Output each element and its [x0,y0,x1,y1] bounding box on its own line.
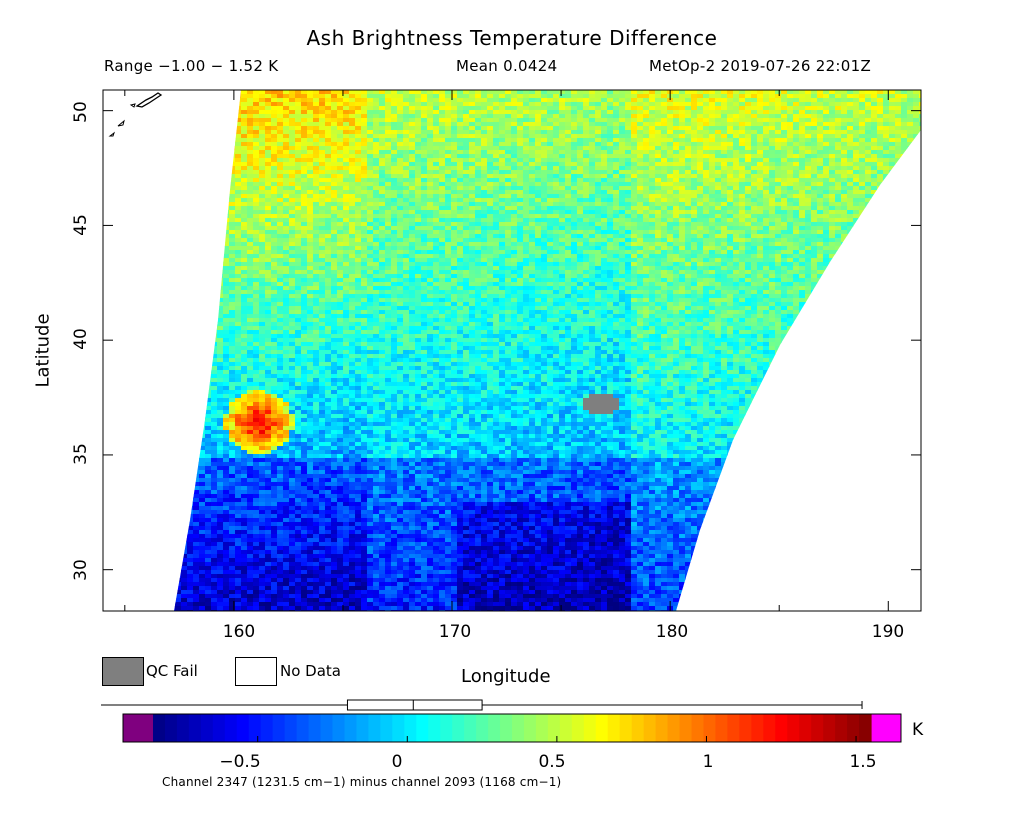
axis-ticks [103,90,921,611]
x-tick-190: 190 [871,622,905,642]
qc-fail-swatch [102,657,144,686]
coastline [108,92,163,137]
x-axis-label: Longitude [461,666,551,687]
colorbar-tick-0.5: 0.5 [538,752,566,772]
plot-frame [102,89,922,612]
no-data-swatch [235,657,277,686]
range-text: Range −1.00 − 1.52 K [104,57,279,75]
satellite-time-text: MetOp-2 2019-07-26 22:01Z [649,57,872,75]
colorbar-tick-0: 0 [391,752,403,772]
colorbar-tick-neg0.5: −0.5 [219,752,261,772]
swath-heatmap [174,90,921,611]
y-tick-45: 45 [70,214,91,236]
y-tick-50: 50 [70,101,91,123]
colorbar [122,713,902,743]
no-data-label: No Data [280,662,341,680]
y-axis-label: Latitude [32,313,54,388]
plot-title: Ash Brightness Temperature Difference [306,26,718,50]
y-tick-40: 40 [70,328,91,350]
qc-fail-label: QC Fail [146,662,198,680]
channel-footnote: Channel 2347 (1231.5 cm−1) minus channel… [162,775,562,789]
x-tick-160: 160 [222,622,256,642]
colorbar-tick-1.5: 1.5 [849,752,877,772]
y-tick-35: 35 [70,443,91,465]
distribution-boxplot [101,699,863,711]
y-tick-30: 30 [70,559,91,581]
colorbar-tick-1: 1 [702,752,714,772]
mean-text: Mean 0.0424 [456,57,558,75]
x-tick-170: 170 [438,622,472,642]
colorbar-unit: K [912,720,924,740]
x-tick-180: 180 [655,622,689,642]
